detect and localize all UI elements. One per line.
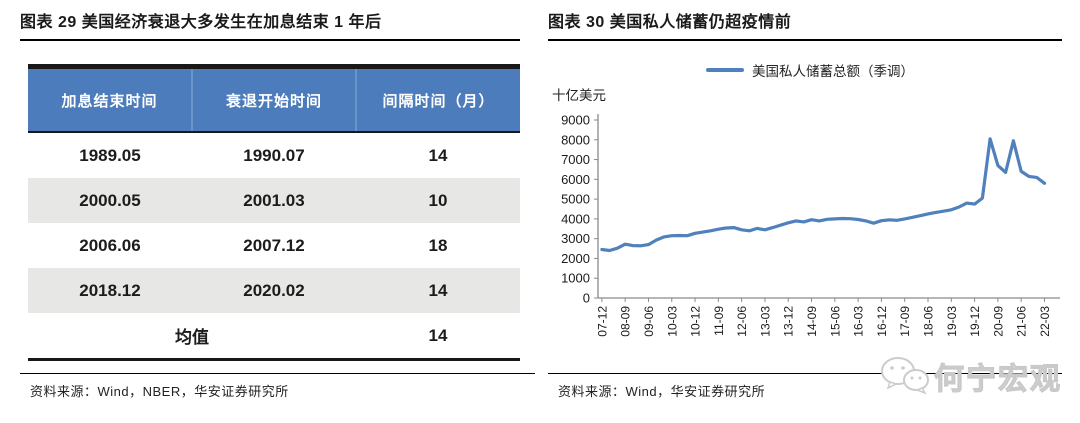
table-cell: 2006.06 [79,235,141,255]
y-tick-label: 0 [583,291,590,306]
table-header-row: 加息结束时间 衰退开始时间 间隔时间（月） [28,66,520,133]
left-source-note: 资料来源：Wind，NBER，华安证券研究所 [30,384,289,399]
x-tick-label: 11-09 [712,306,726,336]
x-tick-label: 21-06 [1015,306,1029,337]
y-axis-unit-label: 十亿美元 [552,88,606,103]
x-tick-label: 16-03 [852,306,866,337]
y-tick-label: 7000 [561,152,590,167]
y-tick-label: 6000 [561,172,590,187]
table-cell: 2007.12 [243,235,305,255]
table-header-cell: 加息结束时间 [28,66,192,133]
table-header-cell: 衰退开始时间 [191,66,356,133]
table-cell: 14 [356,268,520,313]
table-row: 2018.12 2020.02 14 [28,268,520,313]
table-cell: 2020.02 [192,268,356,313]
left-footer-divider [20,373,535,374]
right-source-note: 资料来源：Wind，华安证券研究所 [558,384,766,399]
table-cell: 1990.07 [243,145,305,165]
savings-series-line [600,137,1047,253]
savings-line-chart: 0 1000 2000 3000 4000 5000 6000 7000 8000 9000 07-… [561,113,1060,337]
summary-value: 14 [356,313,520,361]
table-cell: 14 [428,145,448,165]
rate-hike-recession-table: 加息结束时间 衰退开始时间 间隔时间（月） 1989.05 1990.07 14 2000… [28,64,520,361]
y-tick-label: 5000 [561,192,590,207]
x-tick-label: 08-09 [619,306,633,337]
y-tick-label: 1000 [561,271,590,286]
table-cell: 2018.12 [28,268,192,313]
legend-line-swatch [706,68,744,72]
table-row: 2000.05 2001.03 10 [28,178,520,223]
table-cell: 2001.03 [192,178,356,223]
x-tick-label: 16-12 [875,306,889,337]
x-tick-label: 14-09 [805,306,819,337]
right-footer-divider [548,373,1062,374]
figure-30-title: 图表 30 美国私人储蓄仍超疫情前 [548,8,1062,41]
table-row: 1989.05 1990.07 14 [28,132,520,178]
table-cell: 1989.05 [79,145,141,165]
x-tick-label: 10-12 [689,306,703,337]
table-cell: 10 [356,178,520,223]
x-tick-label: 13-12 [782,306,796,337]
legend-label: 美国私人储蓄总额（季调） [752,64,914,79]
chart-legend: 美国私人储蓄总额（季调） [548,60,1072,80]
x-tick-label: 19-12 [968,306,982,337]
x-tick-label: 15-06 [828,306,842,337]
x-tick-label: 13-03 [758,306,772,337]
x-tick-label: 07-12 [595,306,609,337]
table-header: 加息结束时间 衰退开始时间 间隔时间（月） [28,66,520,133]
summary-label: 均值 [28,313,356,361]
y-tick-label: 4000 [561,211,590,226]
table-cell: 18 [428,235,448,255]
y-tick-label: 3000 [561,231,590,246]
figure-29-title: 图表 29 美国经济衰退大多发生在加息结束 1 年后 [20,8,520,41]
x-tick-label: 09-06 [642,306,656,337]
table-cell: 2000.05 [28,178,192,223]
x-tick-label: 17-09 [898,306,912,337]
table-row: 2006.06 2007.12 18 [28,223,520,268]
x-tick-label: 19-03 [945,306,959,337]
y-tick-label: 9000 [561,113,590,128]
x-tick-label: 22-03 [1038,306,1052,337]
x-tick-label: 18-06 [922,306,936,337]
y-tick-label: 2000 [561,251,590,266]
table-summary-row: 均值 14 [28,313,520,361]
table-header-cell: 间隔时间（月） [355,66,520,133]
x-tick-label: 12-06 [735,306,749,337]
x-tick-label: 20-09 [991,306,1005,337]
table-body: 1989.05 1990.07 14 2000.05 2001.03 10 2006.06 2… [28,132,520,361]
x-tick-label: 10-03 [665,306,679,337]
y-tick-label: 8000 [561,132,590,147]
